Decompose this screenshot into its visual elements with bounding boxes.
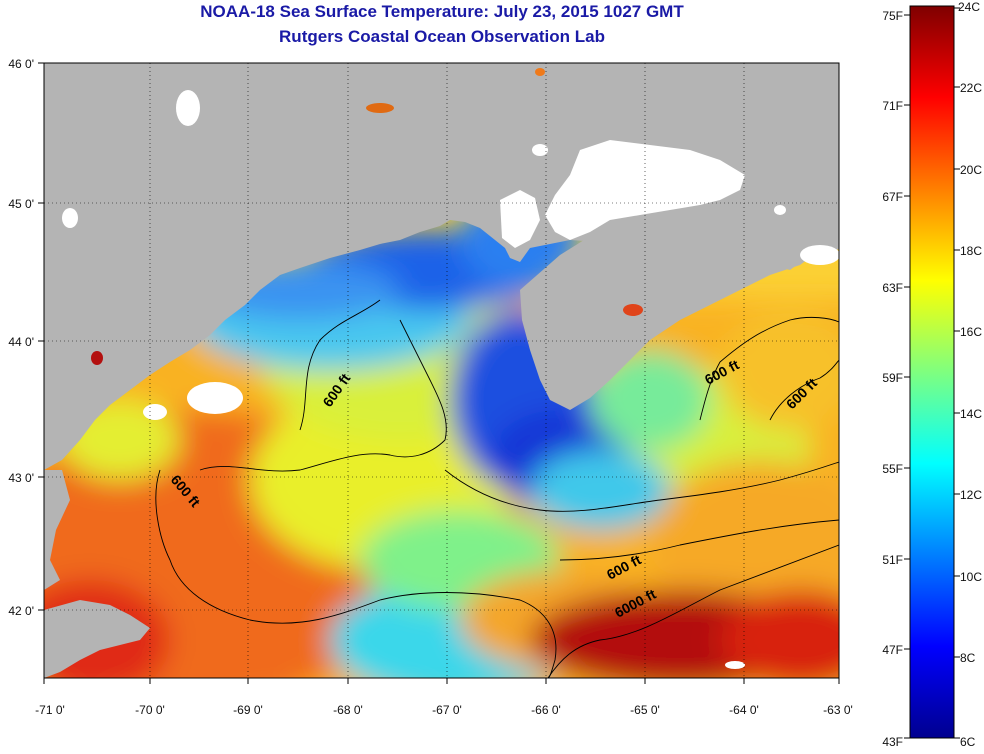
colorbar-c-label: 16C: [960, 325, 982, 339]
axis-ticks: [38, 62, 840, 684]
colorbar-c-label: 14C: [960, 407, 982, 421]
lat-tick-label: 46 0': [8, 57, 34, 71]
colorbar-f-label: 75F: [882, 9, 903, 23]
lat-tick-label: 45 0': [8, 197, 34, 211]
colorbar-c-label: 20C: [960, 163, 982, 177]
colorbar-f-label: 51F: [882, 553, 903, 567]
colorbar-ticks: [904, 7, 960, 739]
lon-tick-label: -67 0': [432, 703, 462, 717]
colorbar-f-label: 71F: [882, 99, 903, 113]
graticule: [44, 63, 839, 678]
colorbar-c-label: 18C: [960, 244, 982, 258]
lon-tick-label: -70 0': [135, 703, 165, 717]
lat-tick-label: 43 0': [8, 471, 34, 485]
map-border: [43, 62, 840, 679]
lon-tick-label: -63 0': [823, 703, 853, 717]
lat-tick-label: 44 0': [8, 335, 34, 349]
colorbar-c-label: 12C: [960, 488, 982, 502]
lon-tick-label: -71 0': [35, 703, 65, 717]
colorbar-c-label: 24C: [958, 0, 980, 14]
lon-tick-label: -65 0': [630, 703, 660, 717]
colorbar-f-label: 55F: [882, 462, 903, 476]
colorbar-c-label: 10C: [960, 570, 982, 584]
colorbar-f-label: 43F: [882, 735, 903, 749]
lon-tick-label: -64 0': [729, 703, 759, 717]
colorbar-c-label: 6C: [960, 735, 976, 749]
warm-spots: [91, 68, 643, 365]
cloud-patches: [62, 90, 839, 669]
lon-tick-label: -66 0': [531, 703, 561, 717]
lon-tick-label: -68 0': [333, 703, 363, 717]
lat-tick-label: 42 0': [8, 604, 34, 618]
colorbar-f-label: 59F: [882, 371, 903, 385]
colorbar-f-label: 63F: [882, 281, 903, 295]
colorbar-c-label: 22C: [960, 81, 982, 95]
lon-tick-label: -69 0': [233, 703, 263, 717]
depth-contours: [155, 299, 839, 678]
colorbar: [909, 5, 955, 739]
colorbar-f-label: 67F: [882, 190, 903, 204]
colorbar-c-label: 8C: [960, 651, 976, 665]
chart-subtitle: Rutgers Coastal Ocean Observation Lab: [279, 27, 605, 46]
chart-title: NOAA-18 Sea Surface Temperature: July 23…: [200, 2, 684, 21]
colorbar-f-label: 47F: [882, 643, 903, 657]
